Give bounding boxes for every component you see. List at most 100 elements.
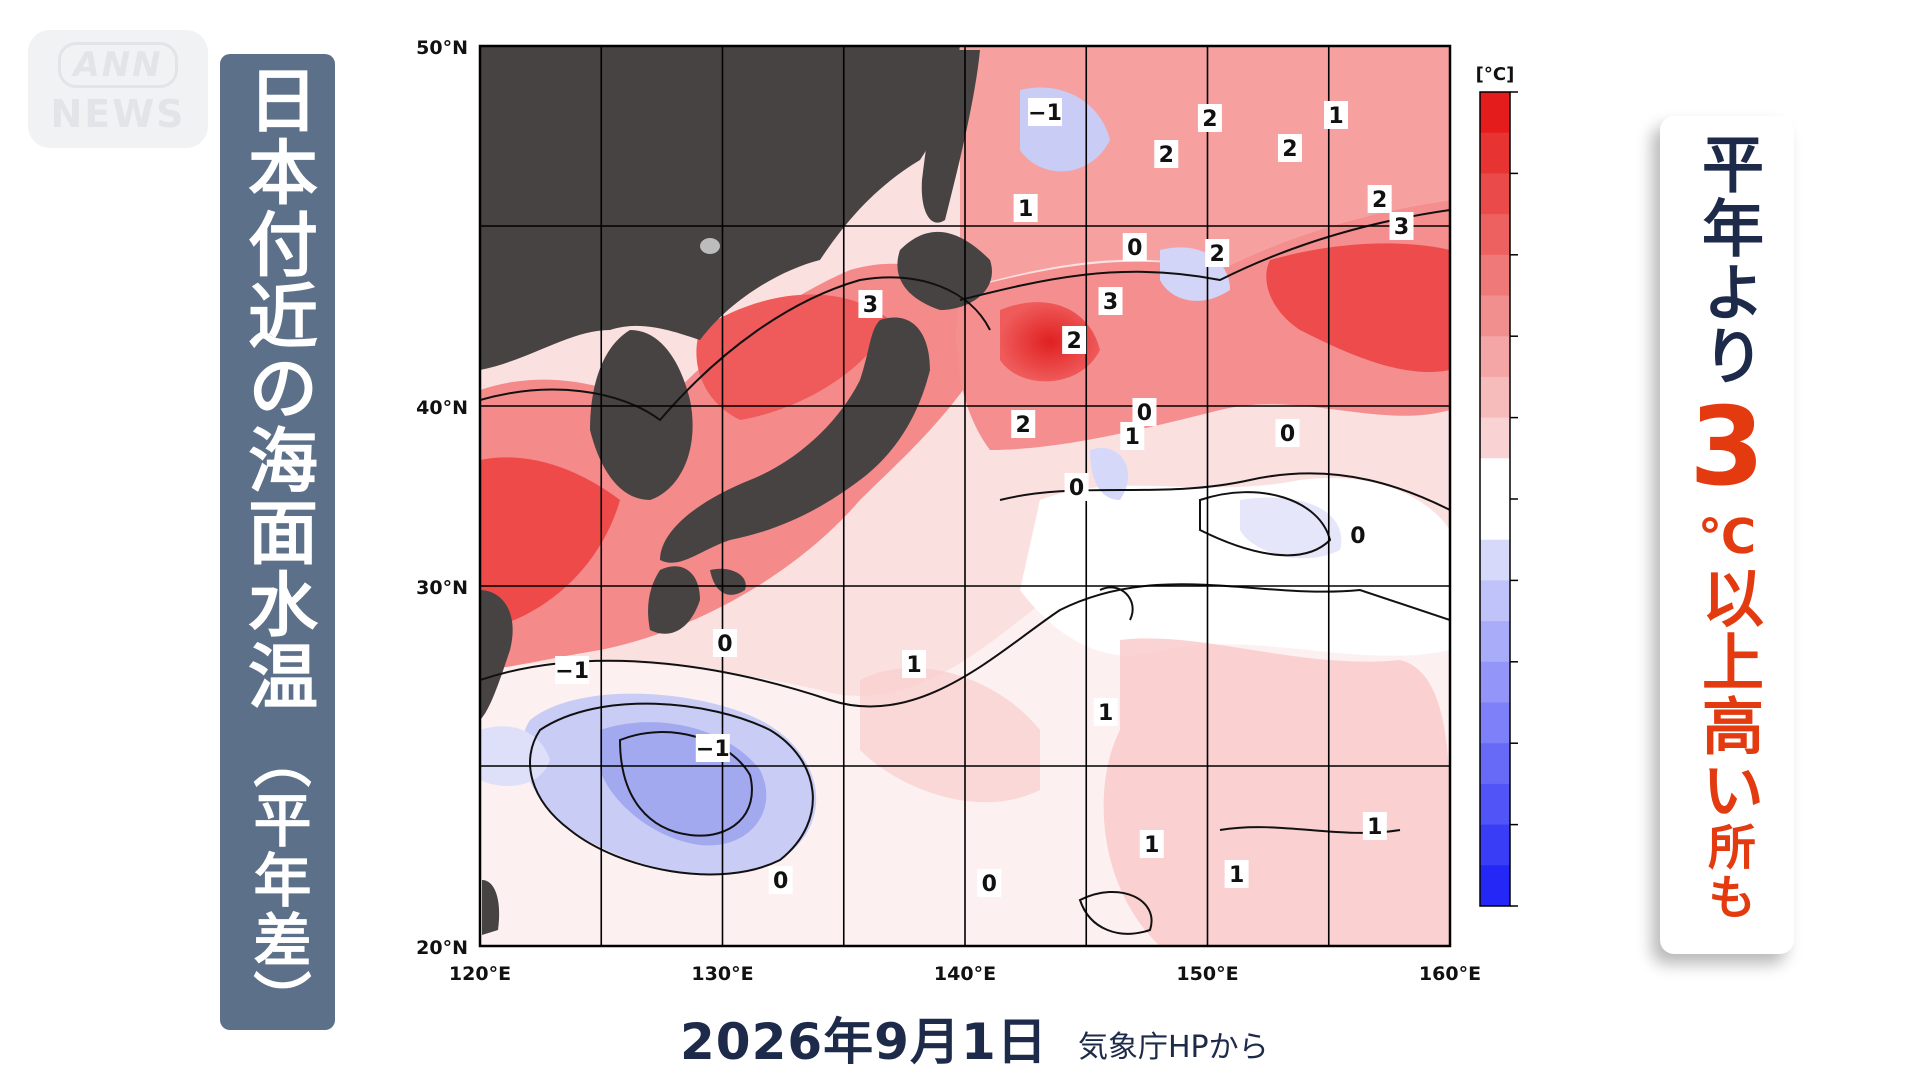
contour-label-bg	[1389, 212, 1414, 240]
contour-label-bg	[768, 866, 793, 894]
contour-label: 0	[1069, 476, 1084, 501]
callout-unit: ℃	[1697, 509, 1757, 565]
contour-label: 0	[1350, 524, 1365, 549]
warm-core-east	[1266, 243, 1450, 372]
contour-label: 2	[1372, 188, 1387, 213]
contour-label-bg	[695, 734, 730, 762]
contour-label-bg	[1062, 326, 1087, 354]
contour-label: 1	[1098, 701, 1113, 726]
callout-text-3: 高い	[1691, 694, 1764, 822]
contour-label-bg	[1120, 422, 1145, 450]
land-china-coast	[480, 590, 513, 720]
contour-label-bg	[1064, 473, 1089, 501]
colorbar-band	[1480, 865, 1510, 907]
colorbar-band	[1480, 173, 1510, 215]
contour-label-bg	[902, 650, 927, 678]
contour-label-bg	[1013, 194, 1038, 222]
warm-hotspot-north	[1000, 302, 1100, 382]
contour-label: 0	[773, 869, 788, 894]
contour-label-bg	[1197, 104, 1222, 132]
colorbar-band	[1480, 661, 1510, 703]
contour-label-bg	[1275, 419, 1300, 447]
contour-label: 3	[863, 293, 878, 318]
contour-label: 0	[1127, 236, 1142, 261]
contour-label: −1	[696, 737, 730, 762]
lon-label-130e: 130°E	[691, 963, 753, 985]
colorbar-band	[1480, 621, 1510, 663]
colorbar-band	[1480, 458, 1510, 500]
title-panel: 日本付近の海面水温 （平年差）	[220, 54, 335, 1030]
land-hokkaido	[897, 231, 992, 310]
contour-label-bg	[712, 629, 737, 657]
observation-date: 2026年9月1日	[680, 1013, 1048, 1071]
colorbar-band	[1480, 295, 1510, 337]
sst-anomaly-map: −1 2 1 2 2 1 2 3 0 2 3 3 2 2 0 1 0 0 0 0 −1 1 1 −1 1 1 0 0 1 50°N 40…	[400, 30, 1520, 1010]
east-cold-patch	[1090, 448, 1129, 500]
contour-label: 0	[1280, 422, 1295, 447]
contour-label: −1	[555, 659, 589, 684]
cold-anomaly-west	[480, 726, 550, 786]
colorbar-band	[1480, 743, 1510, 785]
map-subtitle: （平年差）	[243, 730, 312, 1030]
land-taiwan	[482, 880, 500, 935]
colorbar-band	[1480, 336, 1510, 378]
lake-khanka	[700, 238, 720, 254]
lon-label-160e: 160°E	[1419, 963, 1481, 985]
colorbar-band	[1480, 539, 1510, 581]
contour-label: 2	[1016, 413, 1031, 438]
contour-label-bg	[1139, 830, 1164, 858]
colorbar-band	[1480, 132, 1510, 174]
colorbar-unit: [°C]	[1476, 64, 1515, 85]
lat-label-40n: 40°N	[416, 397, 468, 419]
colorbar: [°C] 543210−1−2−3−4−5	[1476, 64, 1518, 907]
contour-label: 0	[717, 632, 732, 657]
contour-label: 0	[1137, 401, 1152, 426]
contour-label-bg	[1028, 98, 1063, 126]
contour-label-bg	[1154, 140, 1179, 168]
contour-label: 3	[1394, 215, 1409, 240]
contour-label: 1	[1229, 863, 1244, 888]
contour-label-bg	[1098, 287, 1123, 315]
land-honshu	[660, 317, 930, 563]
contour-label: 2	[1159, 143, 1174, 168]
colorbar-band	[1480, 580, 1510, 622]
contour-label: 1	[1367, 815, 1382, 840]
contour-label: 1	[906, 653, 921, 678]
warm-core-yellowsea	[480, 457, 620, 630]
data-source: 気象庁HPから	[1078, 1030, 1269, 1065]
colorbar-band	[1480, 92, 1510, 134]
contour-label: −1	[1028, 101, 1062, 126]
colorbar-band	[1480, 214, 1510, 256]
contour-label-bg	[858, 290, 883, 318]
contour-label-bg	[1367, 185, 1392, 213]
callout-panel: 平年より 3 ℃ 以上 高い 所 も	[1660, 116, 1794, 954]
lat-label-20n: 20°N	[416, 937, 468, 959]
contour-label-bg	[1277, 134, 1302, 162]
pacific-cool-patch	[1240, 497, 1342, 559]
logo-line-2: NEWS	[50, 92, 186, 136]
contour-label-bg	[1345, 521, 1370, 549]
contour-label: 1	[1018, 197, 1033, 222]
contour-label: 2	[1066, 329, 1081, 354]
contour-label-bg	[1362, 812, 1387, 840]
colorbar-band	[1480, 499, 1510, 541]
warm-core-seaofjapan	[696, 294, 890, 420]
logo-line-1: ANN	[58, 42, 178, 88]
contour-label-bg	[555, 656, 590, 684]
lon-label-140e: 140°E	[934, 963, 996, 985]
map-title: 日本付近の海面水温	[236, 64, 319, 712]
contour-label-bg	[1224, 860, 1249, 888]
colorbar-frame	[1479, 91, 1511, 907]
contour-label-bg	[1093, 698, 1118, 726]
colorbar-band	[1480, 417, 1510, 459]
ann-news-logo: ANN NEWS	[28, 30, 208, 148]
callout-number: 3	[1689, 385, 1765, 510]
colorbar-band	[1480, 702, 1510, 744]
colorbar-band	[1480, 783, 1510, 826]
lat-label-30n: 30°N	[416, 577, 468, 599]
callout-text-1: 平年より	[1691, 132, 1764, 388]
map-frame	[478, 44, 1452, 948]
contour-label: 1	[1144, 833, 1159, 858]
